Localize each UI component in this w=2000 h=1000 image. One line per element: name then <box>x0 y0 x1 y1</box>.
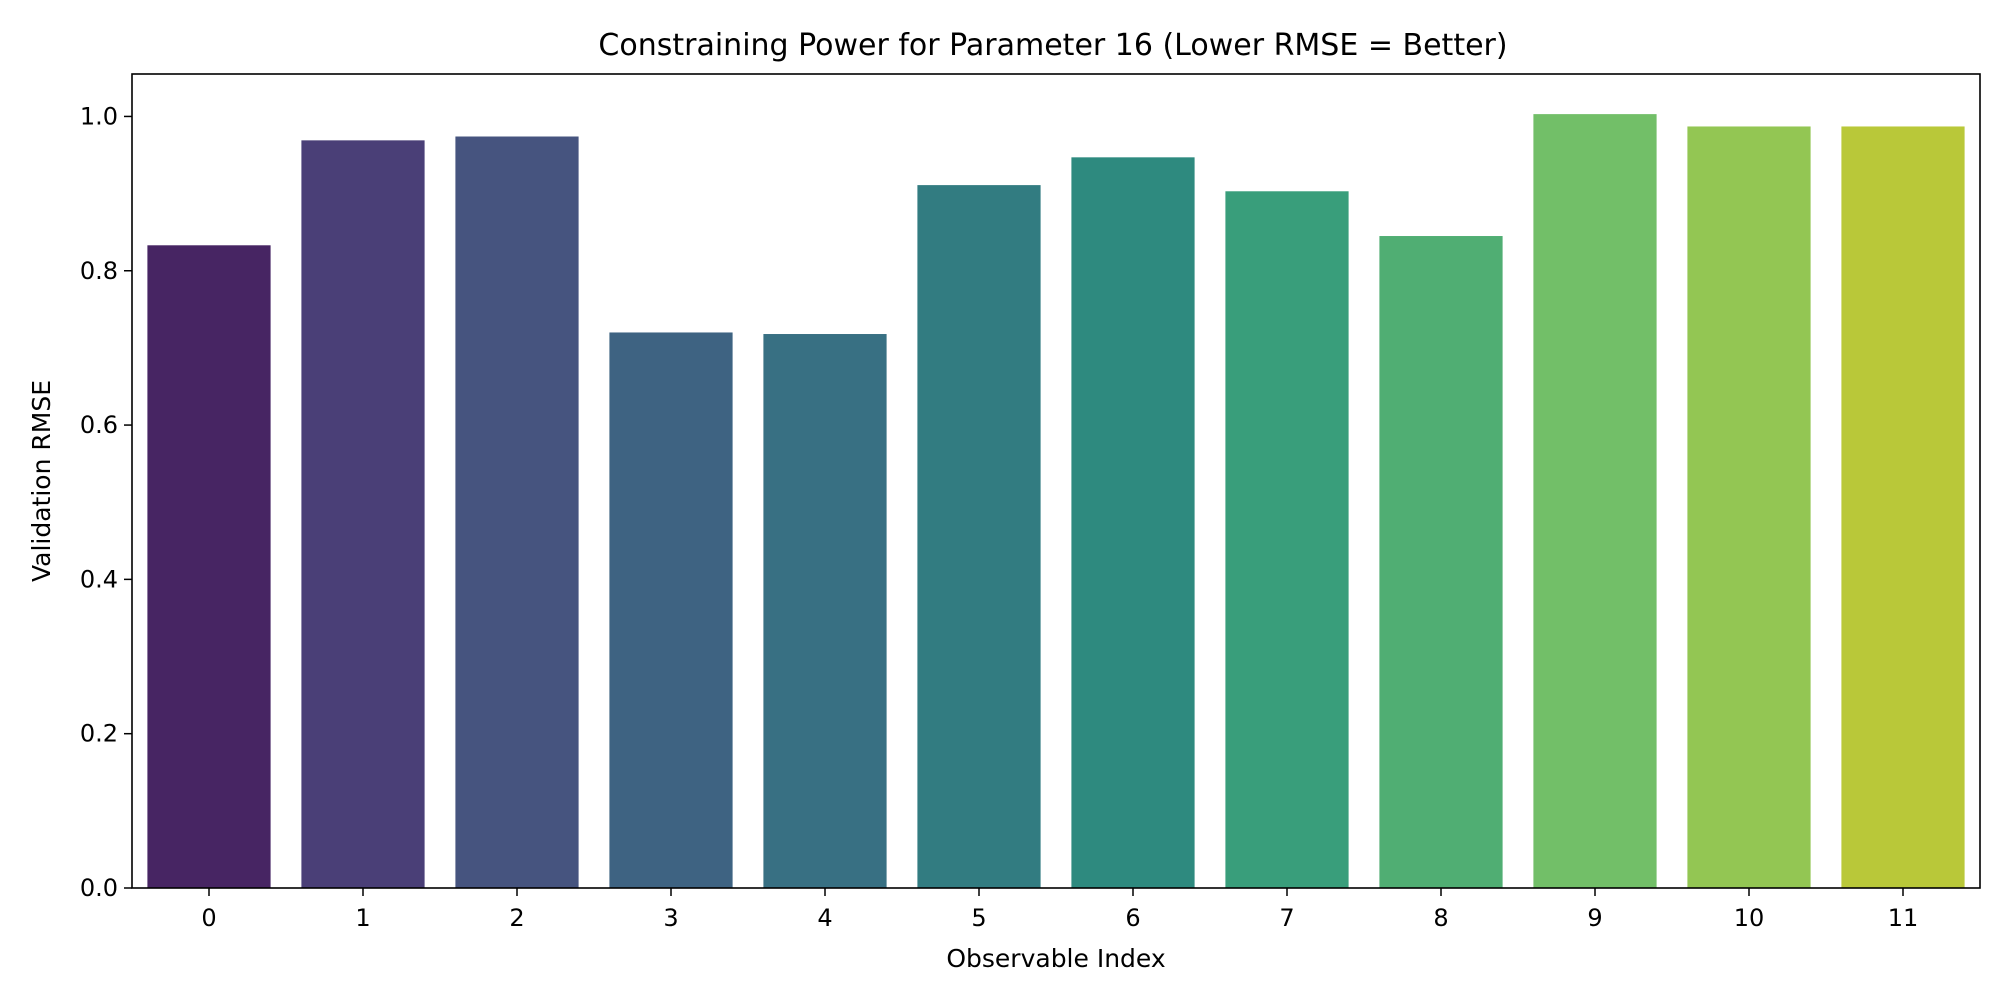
plot-frame <box>131 73 1981 889</box>
x-tick-label-4: 4 <box>817 904 832 932</box>
x-axis-label: Observable Index <box>946 944 1165 973</box>
bar-8 <box>1379 236 1503 888</box>
y-tick-label-0.4: 0.4 <box>80 565 118 593</box>
bar-6 <box>1071 157 1195 888</box>
x-tick-label-7: 7 <box>1279 904 1294 932</box>
x-axis: 0 1 2 3 4 5 6 7 8 9 10 11 <box>201 888 1918 932</box>
y-tick-label-0.8: 0.8 <box>80 257 118 285</box>
bar-0 <box>147 245 271 889</box>
x-tick-label-6: 6 <box>1125 904 1140 932</box>
x-tick-label-3: 3 <box>663 904 678 932</box>
y-tick-label-0.6: 0.6 <box>80 411 118 439</box>
bars <box>147 114 1965 889</box>
bar-9 <box>1533 114 1657 889</box>
chart-title: Constraining Power for Parameter 16 (Low… <box>598 28 1507 63</box>
bar-10 <box>1687 126 1811 889</box>
x-tick-label-0: 0 <box>201 904 216 932</box>
y-axis-label: Validation RMSE <box>27 380 56 582</box>
x-tick-label-10: 10 <box>1734 904 1765 932</box>
y-tick-label-0.0: 0.0 <box>80 874 118 902</box>
x-tick-label-9: 9 <box>1587 904 1602 932</box>
bar-2 <box>455 136 579 888</box>
x-tick-label-11: 11 <box>1888 904 1919 932</box>
bar-7 <box>1225 191 1349 888</box>
x-tick-label-8: 8 <box>1433 904 1448 932</box>
x-tick-label-5: 5 <box>971 904 986 932</box>
bar-11 <box>1841 126 1965 889</box>
bar-3 <box>609 332 733 889</box>
y-tick-label-1.0: 1.0 <box>80 102 118 130</box>
bar-5 <box>917 185 1041 889</box>
x-tick-label-1: 1 <box>355 904 370 932</box>
x-tick-label-2: 2 <box>509 904 524 932</box>
y-tick-label-0.2: 0.2 <box>80 720 118 748</box>
bar-1 <box>301 140 425 889</box>
y-axis: 0.0 0.2 0.4 0.6 0.8 1.0 <box>80 102 132 902</box>
plot-area <box>131 73 1981 889</box>
bar-4 <box>763 334 887 888</box>
